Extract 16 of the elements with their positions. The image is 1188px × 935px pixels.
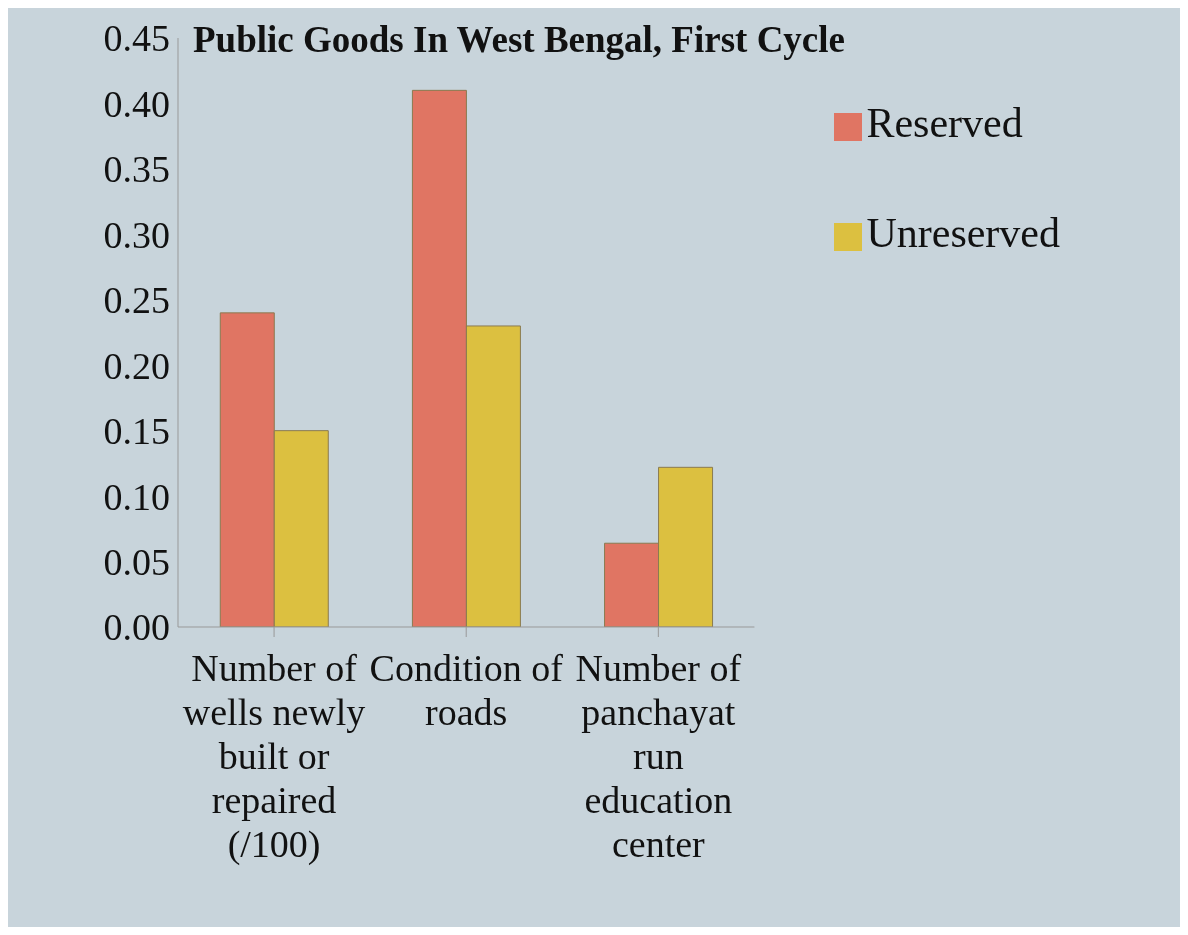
y-tick-label: 0.00	[103, 606, 170, 649]
y-tick-label: 0.40	[103, 82, 170, 125]
y-tick-label: 0.20	[103, 344, 170, 387]
y-tick-label: 0.05	[103, 541, 170, 584]
legend-label: Unreserved	[866, 210, 1060, 256]
y-tick-label: 0.35	[103, 148, 170, 191]
x-tick-label: Number of wells newly built or repaired (/100)	[182, 647, 366, 866]
y-tick-label: 0.10	[103, 475, 170, 518]
chart-title: Public Goods In West Bengal, First Cycle	[193, 18, 845, 61]
x-tick-label: Number of panchayat run education center	[575, 647, 742, 865]
y-tick-label: 0.30	[103, 213, 170, 256]
x-tick-label: Condition of roads	[369, 647, 564, 733]
y-tick-label: 0.25	[103, 279, 170, 322]
legend-label: Reserved	[866, 100, 1023, 146]
y-tick-label: 0.45	[103, 17, 170, 60]
y-tick-label: 0.15	[103, 410, 170, 453]
